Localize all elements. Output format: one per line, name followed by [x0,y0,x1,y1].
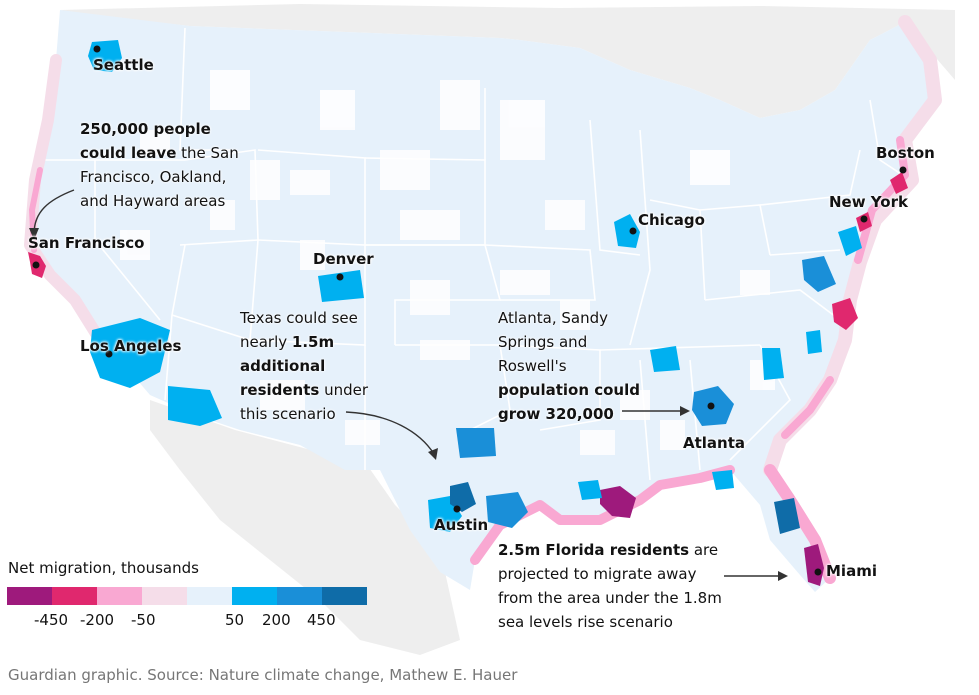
dallas-gain-area [456,428,496,458]
florida-annotation-bold-1: 2.5m Florida residents [498,541,690,559]
atlanta-annotation-text-2: Springs and [498,333,588,351]
florida-annotation-text-4: sea levels rise scenario [498,613,673,631]
arrow-heads [29,228,788,581]
denver-marker [336,273,344,281]
atlanta-annotation-bold-1: population could [498,381,640,399]
legend-swatch-6 [232,587,277,605]
legend-swatch-1 [7,587,52,605]
annotation-florida: 2.5m Florida residents are projected to … [498,538,722,634]
annotation-san-francisco: 250,000 people could leave the San Franc… [80,117,239,213]
sf-annotation-text-2: Francisco, Oakland, [80,168,227,186]
dc-gain-area [802,256,836,292]
coastal-loss-areas [24,15,942,584]
city-markers [32,45,907,576]
texas-annotation-bold-2: additional [240,357,326,375]
legend-tick-label: 50 [225,611,245,629]
texas-annotation-bold-1: 1.5m [291,333,335,351]
orlando-gain-area [774,498,800,534]
source-credit: Guardian graphic. Source: Nature climate… [8,666,518,684]
boston-loss-area [890,172,908,194]
legend-tick-label: -200 [80,611,115,629]
denver-gain-area [318,270,364,302]
new-york-gain-area [838,226,862,256]
legend-tick-labels: -450 -200 -50 50 200 450 [0,611,420,631]
austin-gain-area [450,482,476,512]
los-angeles-gain-area [90,318,170,388]
new-york-marker [860,215,868,223]
florida-arrow-head [778,571,788,581]
sf-annotation-bold-1: 250,000 people [80,120,211,138]
legend-title: Net migration, thousands [8,559,199,577]
city-label-miami: Miami [826,562,877,580]
houston-gain-area [486,492,528,528]
annotation-texas: Texas could see nearly 1.5m additional r… [240,306,368,426]
legend-tick-label: 450 [307,611,336,629]
austin-marker [453,505,461,513]
city-label-boston: Boston [876,144,935,162]
florida-annotation-text-3: from the area under the 1.8m [498,589,722,607]
legend-tick-label: -450 [34,611,69,629]
legend-swatch-3 [97,587,142,605]
city-label-seattle: Seattle [93,56,154,74]
miami-marker [814,568,822,576]
texas-annotation-bold-3: residents [240,381,320,399]
atlanta-annotation-text-3: Roswell's [498,357,567,375]
florida-annotation-text-2: projected to migrate away [498,565,697,583]
legend-tick-label: -50 [131,611,156,629]
chicago-gain-area [614,214,640,248]
texas-annotation-text-4: this scenario [240,405,336,423]
sf-annotation-bold-2: could leave [80,144,177,162]
sf-arrow-head [29,228,39,240]
texas-annotation-text-2: nearly [240,333,292,351]
seattle-marker [93,45,101,53]
florida-annotation-text-1: are [689,541,719,559]
miami-loss-area [804,544,824,586]
chicago-marker [629,227,637,235]
nashville-gain-area [650,346,680,372]
legend-swatch-5 [187,587,232,605]
city-label-chicago: Chicago [638,211,705,229]
city-label-atlanta: Atlanta [683,434,746,452]
atlanta-marker [707,402,715,410]
annotation-atlanta: Atlanta, Sandy Springs and Roswell's pop… [498,306,640,426]
jacksonville-gain-area [712,470,734,490]
boston-marker [899,166,907,174]
legend-swatch-7 [277,587,322,605]
texas-arrow-head [428,448,438,460]
atlanta-annotation-bold-2: grow 320,000 [498,405,614,423]
canada-land [60,4,955,118]
sf-annotation-text-3: and Hayward areas [80,192,226,210]
gain-areas [88,40,862,534]
texas-annotation-text-3: under [319,381,369,399]
legend-swatch-2 [52,587,97,605]
city-label-denver: Denver [313,250,374,268]
city-label-los-angeles: Los Angeles [80,337,182,355]
richmond-gain-area [806,330,822,354]
baton-rouge-gain-area [578,480,602,500]
legend-tick-label: 200 [262,611,291,629]
legend-swatch-8 [322,587,367,605]
san-francisco-marker [32,261,40,269]
texas-arrow [345,411,435,455]
city-label-austin: Austin [434,516,489,534]
mexico-land [150,400,460,655]
los-angeles-marker [105,350,113,358]
texas-annotation-text-1: Texas could see [240,309,358,327]
city-label-san-francisco: San Francisco [28,234,145,252]
phoenix-gain-area [168,386,222,426]
legend-color-scale [7,587,367,605]
norfolk-loss-area [832,298,858,330]
new-orleans-loss-area [600,486,636,518]
sf-annotation-text-1: the San [176,144,239,162]
raleigh-gain-area [762,348,784,380]
city-label-new-york: New York [829,193,908,211]
legend-swatch-4 [142,587,187,605]
atlanta-annotation-text-1: Atlanta, Sandy [498,309,608,327]
atlanta-arrow-head [680,406,690,416]
county-texture [120,70,775,455]
